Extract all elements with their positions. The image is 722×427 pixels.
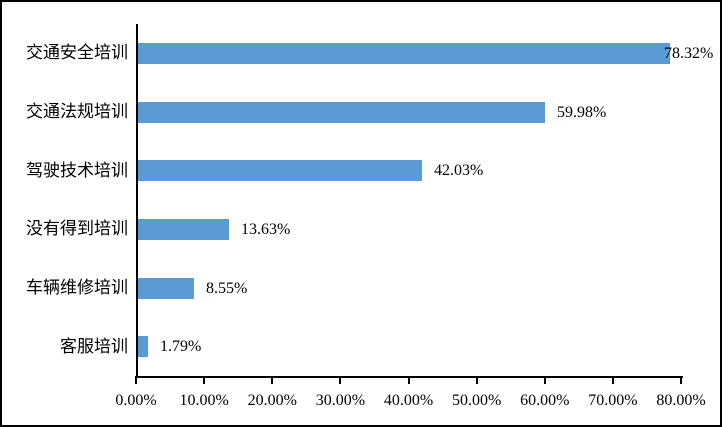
category-label: 交通安全培训 [26,43,128,62]
x-axis-tick [135,376,137,384]
value-label: 1.79% [160,338,202,355]
category-label: 车辆维修培训 [26,278,128,297]
x-axis-tick-label: 40.00% [383,392,434,409]
x-axis-tick [680,376,682,384]
x-axis-tick [543,376,546,384]
x-axis-line [136,376,683,378]
x-axis-tick-label: 80.00% [656,392,706,409]
x-axis-tick-label: 70.00% [588,392,638,409]
category-label: 交通法规培训 [26,102,128,121]
value-label: 59.98% [557,104,607,121]
x-axis-tick [611,376,614,384]
bar [138,219,229,240]
value-label: 8.55% [206,280,248,297]
x-axis-tick-label: 0.00% [115,392,157,409]
value-label: 78.32% [664,45,714,62]
category-label: 没有得到培训 [26,219,128,238]
x-axis-tick [271,376,274,384]
x-axis-tick [475,376,478,384]
x-axis-tick [203,376,206,384]
x-axis-tick-label: 10.00% [179,392,229,409]
x-axis-tick-label: 30.00% [315,392,366,409]
category-label: 客服培训 [60,337,128,356]
category-label: 驾驶技术培训 [26,161,128,180]
x-axis-tick-label: 20.00% [247,392,297,409]
bar [138,336,148,357]
x-axis-tick [339,376,342,384]
bar [138,278,194,299]
value-label: 13.63% [241,221,291,238]
bar [138,160,422,181]
value-label: 42.03% [434,162,484,179]
y-axis-line [136,24,138,378]
bar [138,43,670,64]
x-axis-tick [407,376,410,384]
x-axis-tick-label: 50.00% [451,392,502,409]
x-axis-tick-label: 60.00% [520,392,570,409]
bar [138,102,545,123]
